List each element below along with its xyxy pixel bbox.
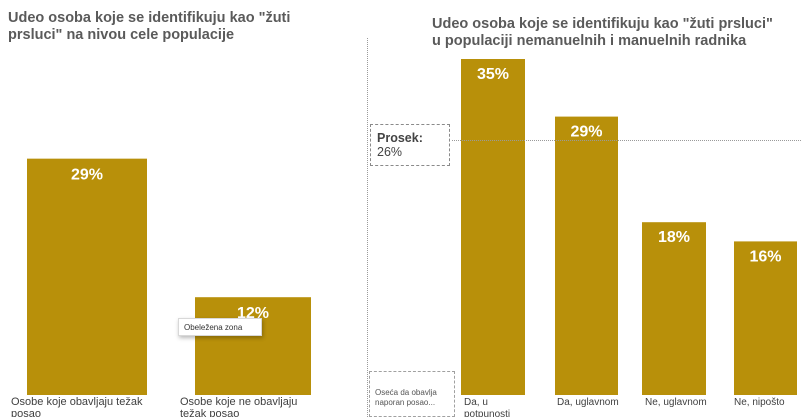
chart-title-right: Udeo osoba koje se identifikuju kao "žut… bbox=[432, 16, 773, 49]
bar-right-2 bbox=[642, 222, 706, 395]
category-tick-label: Da, uglavnom bbox=[557, 397, 619, 408]
category-tick-label: Ne, nipošto bbox=[734, 397, 785, 408]
data-label: 12% bbox=[237, 305, 269, 322]
axis-annotation-text: Oseća da obavlja naporan posao... bbox=[375, 388, 437, 407]
bar-left-0 bbox=[27, 158, 147, 395]
data-label: 35% bbox=[477, 66, 509, 83]
panel-divider bbox=[367, 38, 368, 417]
data-label: 29% bbox=[71, 167, 103, 184]
category-tick-label: Da, u potpunosti bbox=[464, 397, 510, 417]
average-reference-line bbox=[452, 140, 801, 141]
bar-right-0 bbox=[461, 59, 525, 395]
average-value: 26% bbox=[377, 145, 403, 159]
data-label: 16% bbox=[749, 248, 781, 265]
chart-title-left: Udeo osoba koje se identifikuju kao "žut… bbox=[8, 10, 291, 43]
bar-right-3 bbox=[734, 241, 797, 395]
category-tick-label: Ne, uglavnom bbox=[645, 397, 707, 408]
average-label-box: Prosek: 26% bbox=[370, 124, 450, 166]
data-label: 18% bbox=[658, 229, 690, 246]
category-tick-label: Osobe koje ne obavljaju težak posao bbox=[180, 396, 297, 417]
data-label: 29% bbox=[570, 124, 602, 141]
category-tick-label: Osobe koje obavljaju težak posao bbox=[11, 396, 143, 417]
bar-left-1 bbox=[195, 297, 311, 395]
bar-right-1 bbox=[555, 116, 618, 395]
average-label: Prosek: bbox=[377, 131, 423, 145]
highlighted-zone-tooltip: Obeležena zona bbox=[178, 318, 262, 336]
tooltip-text: Obeležena zona bbox=[184, 323, 243, 332]
axis-annotation-box: Oseća da obavlja naporan posao... bbox=[369, 371, 455, 417]
